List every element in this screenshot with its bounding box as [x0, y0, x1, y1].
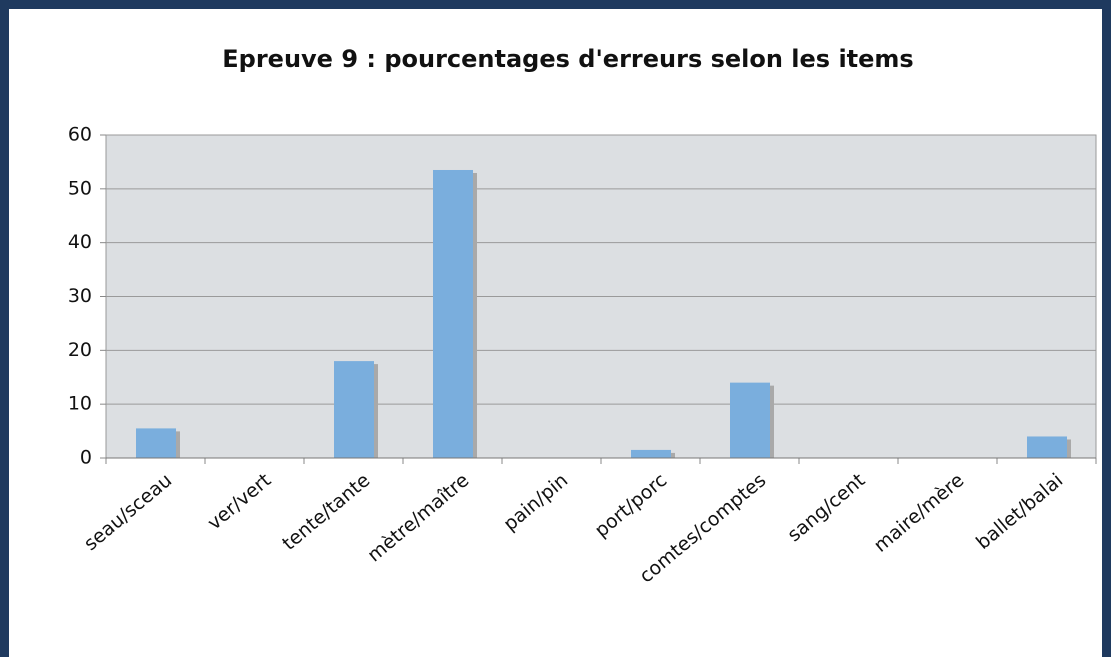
bar: [1027, 436, 1067, 458]
y-tick-label: 0: [80, 447, 92, 469]
y-tick-label: 20: [68, 339, 92, 361]
y-tick-label: 50: [68, 177, 92, 199]
chart-title: Epreuve 9 : pourcentages d'erreurs selon…: [222, 45, 913, 73]
bar: [136, 428, 176, 458]
y-tick-label: 40: [68, 231, 92, 253]
y-tick-label: 60: [68, 124, 92, 146]
bar: [334, 361, 374, 458]
bar: [730, 382, 770, 458]
bar: [631, 449, 671, 458]
bar: [433, 169, 473, 458]
y-tick-label: 10: [68, 393, 92, 415]
y-tick-label: 30: [68, 285, 92, 307]
